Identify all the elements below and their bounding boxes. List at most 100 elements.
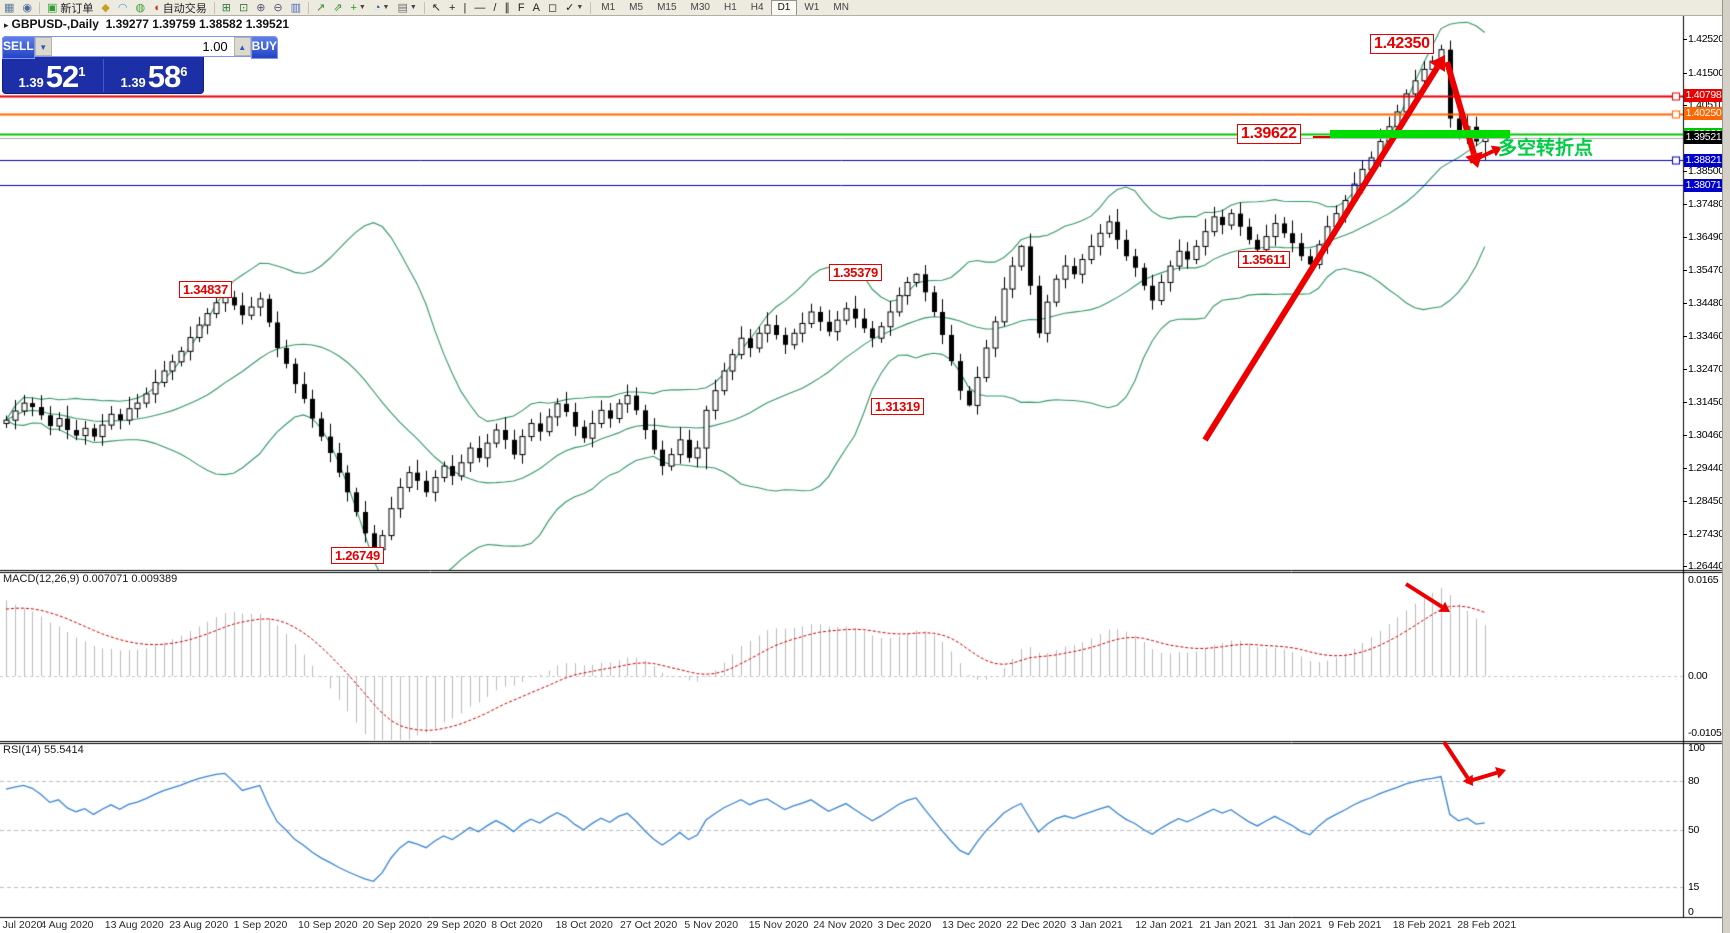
volume-input[interactable] <box>51 37 234 56</box>
market-watch-icon[interactable]: ◆ <box>97 1 113 15</box>
buy-price-main: 1.39 <box>120 75 146 90</box>
buy-price[interactable]: 1.39 58 6 <box>104 57 204 94</box>
price-axis-tickmark <box>1683 270 1687 272</box>
date-axis-label: 18 Feb 2021 <box>1392 919 1452 931</box>
volume-decrease-button[interactable]: ▼ <box>34 37 52 56</box>
periods-icon[interactable]: ◔ ▼ <box>370 1 394 15</box>
shapes-icon-dropdown[interactable]: ▼ <box>576 4 584 11</box>
macd-axis-tick: -0.010571 <box>1688 727 1730 739</box>
horizontal-line-icon[interactable]: — <box>470 1 489 15</box>
vertical-line-icon[interactable]: | <box>459 1 470 15</box>
rsi-label: RSI(14) 55.5414 <box>3 744 84 756</box>
resistance-highlight-bar[interactable] <box>1330 130 1510 138</box>
date-axis-label: 29 Sep 2020 <box>426 919 487 931</box>
price-callout-1.42350[interactable]: 1.42350 <box>1370 34 1434 54</box>
tile-windows-icon[interactable]: ▥ <box>287 1 305 15</box>
vertical-line-icon: | <box>463 1 467 14</box>
new-order-icon[interactable]: ▣ 新订单 <box>43 1 97 15</box>
timeframe-button-m30[interactable]: M30 <box>690 1 710 13</box>
periods-icon: ◔ <box>373 1 381 14</box>
turning-point-label[interactable]: 多空转折点 <box>1498 138 1594 159</box>
window-scrollbar-strip[interactable] <box>1722 0 1730 933</box>
crosshair-window-icon[interactable]: ⊞ <box>218 1 235 15</box>
horizontal-line-icon: — <box>474 1 486 14</box>
date-axis-label: 23 Aug 2020 <box>169 919 229 931</box>
tile-windows-icon: ▥ <box>290 1 302 14</box>
price-callout-1.34837[interactable]: 1.34837 <box>179 281 232 298</box>
indicators-window-icon[interactable]: ▦ <box>0 1 18 15</box>
timeframe-button-w1[interactable]: W1 <box>804 1 820 13</box>
price-divider <box>103 59 104 92</box>
shapes-icon: ✓ <box>565 1 575 14</box>
price-axis-tickmark <box>1683 402 1687 404</box>
template-icon-dropdown[interactable]: ▼ <box>409 4 417 11</box>
date-axis-label: 13 Aug 2020 <box>104 919 164 931</box>
price-axis-tick: 1.28450 <box>1688 494 1724 507</box>
crosshair-icon[interactable]: + <box>445 1 459 15</box>
date-axis-label: 12 Jan 2021 <box>1135 919 1193 931</box>
price-callout-1.35611[interactable]: 1.35611 <box>1238 251 1291 268</box>
date-axis-label: 4 Aug 2020 <box>40 919 94 931</box>
zoom-preview-icon[interactable]: ◉ <box>18 1 36 15</box>
sell-price-main: 1.39 <box>18 75 44 90</box>
autotrade-icon[interactable]: ◖ 自动交易 <box>149 1 211 15</box>
timeframe-button-h4[interactable]: H4 <box>750 1 764 13</box>
price-axis-tickmark <box>1683 72 1687 74</box>
timeframe-button-h1[interactable]: H1 <box>723 1 737 13</box>
channel-icon[interactable]: ∥ <box>500 1 514 15</box>
chart-shift-icon[interactable]: ⊡ <box>235 1 252 15</box>
chart-up-mode-icon: ↗ <box>316 1 326 14</box>
zoom-out-icon[interactable]: ⊖ <box>269 1 286 15</box>
price-callout-1.26749[interactable]: 1.26749 <box>331 547 384 564</box>
timeframe-button-m1[interactable]: M1 <box>601 1 616 13</box>
signal-icon[interactable]: ◍ <box>132 1 150 15</box>
price-callout-1.35379[interactable]: 1.35379 <box>829 264 882 281</box>
buy-price-pip: 6 <box>180 64 188 79</box>
macd-axis-tick: 0.00 <box>1688 670 1708 682</box>
chart-up-mode-icon[interactable]: ↗ <box>312 1 329 15</box>
chart-up-mode2-icon: ⇗ <box>333 1 343 14</box>
price-axis-tickmark <box>1683 39 1687 41</box>
price-axis-tickmark <box>1683 204 1687 206</box>
rsi-axis-tick: 80 <box>1688 775 1700 787</box>
toolbar-separator <box>423 1 425 14</box>
fibonacci-icon[interactable]: F <box>514 1 529 15</box>
periods-icon-dropdown[interactable]: ▼ <box>382 4 390 11</box>
price-callout-1.31319[interactable]: 1.31319 <box>871 398 924 415</box>
chart-up-mode2-icon[interactable]: ⇗ <box>329 1 346 15</box>
autotrade-icon: ◖ <box>153 1 160 14</box>
sell-price[interactable]: 1.39 52 1 <box>2 57 102 94</box>
date-axis-label: 27 Oct 2020 <box>620 919 678 931</box>
price-badge-1.38821: 1.38821 <box>1684 153 1723 167</box>
rsi-axis-tick: 50 <box>1688 824 1700 836</box>
volume-increase-button[interactable]: ▲ <box>233 37 251 56</box>
add-indicator-icon-dropdown[interactable]: ▼ <box>358 4 366 11</box>
text-icon[interactable]: A <box>529 1 544 15</box>
price-axis-tick: 1.34480 <box>1688 296 1724 309</box>
add-indicator-icon[interactable]: + ▼ <box>346 1 369 15</box>
toolbar-separator <box>308 1 310 14</box>
date-axis-label: 10 Sep 2020 <box>298 919 358 931</box>
price-axis-tick: 1.31450 <box>1688 396 1724 409</box>
date-axis-label: 26 Jul 2020 <box>0 919 43 931</box>
price-axis-tickmark <box>1683 566 1687 568</box>
timeframe-button-d1[interactable]: D1 <box>770 0 798 15</box>
cloud-icon[interactable]: ◠ <box>114 1 132 15</box>
zoom-in-icon[interactable]: ⊕ <box>252 1 269 15</box>
timeframe-button-m15[interactable]: M15 <box>657 1 677 13</box>
rsi-axis-tick: 15 <box>1688 881 1700 893</box>
buy-button[interactable]: BUY <box>250 36 279 59</box>
timeframe-button-m5[interactable]: M5 <box>629 1 644 13</box>
fibonacci-icon: F <box>517 1 525 14</box>
shapes-icon[interactable]: ✓ ▼ <box>561 1 587 15</box>
trendline-icon[interactable]: / <box>489 1 500 15</box>
sell-button[interactable]: SELL <box>2 36 35 59</box>
template-icon[interactable]: ▤ ▼ <box>393 1 420 15</box>
arrows-icon[interactable]: ◻ <box>544 1 561 15</box>
date-axis-label: 8 Oct 2020 <box>491 919 543 931</box>
cursor-icon[interactable]: ↖ <box>428 1 445 15</box>
price-callout-1.39622[interactable]: 1.39622 <box>1237 124 1301 144</box>
timeframe-button-mn[interactable]: MN <box>833 1 849 13</box>
price-axis-tickmark <box>1683 434 1687 436</box>
